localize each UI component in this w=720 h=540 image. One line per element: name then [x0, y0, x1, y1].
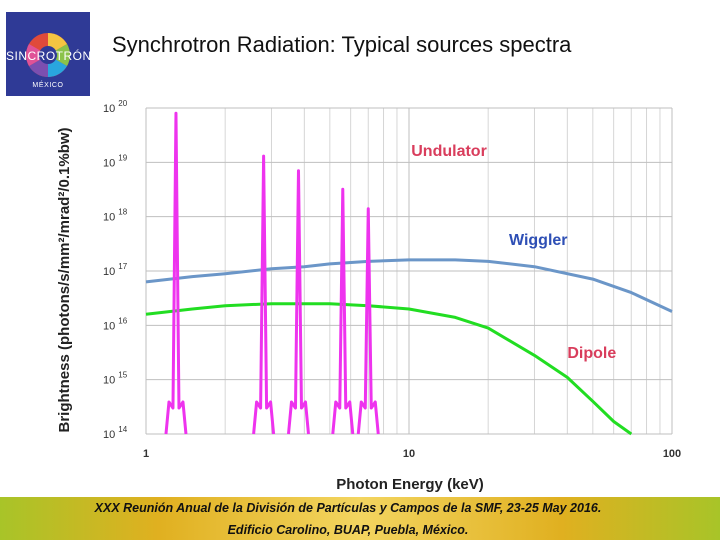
- x-tick-labels: 1 10 100: [143, 448, 681, 460]
- y-tick-label: 10 18: [103, 208, 128, 224]
- undulator-peak: [356, 207, 380, 435]
- undulator-annotation: Undulator: [411, 143, 487, 160]
- footer-banner: XXX Reunión Anual de la División de Part…: [0, 497, 720, 540]
- y-tick-labels: 10 20 10 19 10 18 10 17 10 16 10 15 10 14: [103, 99, 128, 441]
- undulator-peak: [286, 169, 310, 435]
- y-tick-label: 10 20: [103, 99, 128, 115]
- x-tick-label: 1: [143, 448, 149, 460]
- undulator-peak: [252, 154, 276, 435]
- annotation-layer: Undulator Wiggler Dipole: [411, 143, 616, 362]
- page-title: Synchrotron Radiation: Typical sources s…: [112, 32, 572, 57]
- undulator-peak: [331, 187, 355, 435]
- y-tick-label: 10 16: [103, 316, 128, 332]
- footer-line-2: Edificio Carolino, BUAP, Puebla, México.: [227, 523, 469, 537]
- dipole-annotation: Dipole: [567, 345, 616, 362]
- y-tick-label: 10 14: [103, 425, 128, 441]
- x-tick-label: 100: [663, 448, 681, 460]
- dipole-line: [145, 302, 633, 436]
- grid: [145, 107, 673, 435]
- y-tick-label: 10 19: [103, 153, 128, 169]
- x-axis-label: Photon Energy (keV): [336, 476, 484, 493]
- wiggler-line: [145, 258, 673, 313]
- y-tick-label: 10 17: [103, 262, 128, 278]
- y-axis-label: Brightness (photons/s/mm²/mrad²/0.1%bw): [56, 127, 73, 432]
- y-tick-label: 10 15: [103, 371, 128, 387]
- sincrotron-logo: SINCROTRÓN MÉXICO: [6, 12, 90, 96]
- undulator-peak: [164, 111, 188, 435]
- wiggler-annotation: Wiggler: [509, 232, 568, 249]
- series-layer: [145, 111, 673, 436]
- color-wheel-icon: [26, 33, 70, 77]
- footer-line-1: XXX Reunión Anual de la División de Part…: [94, 501, 602, 515]
- x-tick-label: 10: [403, 448, 415, 460]
- logo-country: MÉXICO: [32, 82, 64, 89]
- logo-word: SINCROTRÓN: [6, 49, 90, 63]
